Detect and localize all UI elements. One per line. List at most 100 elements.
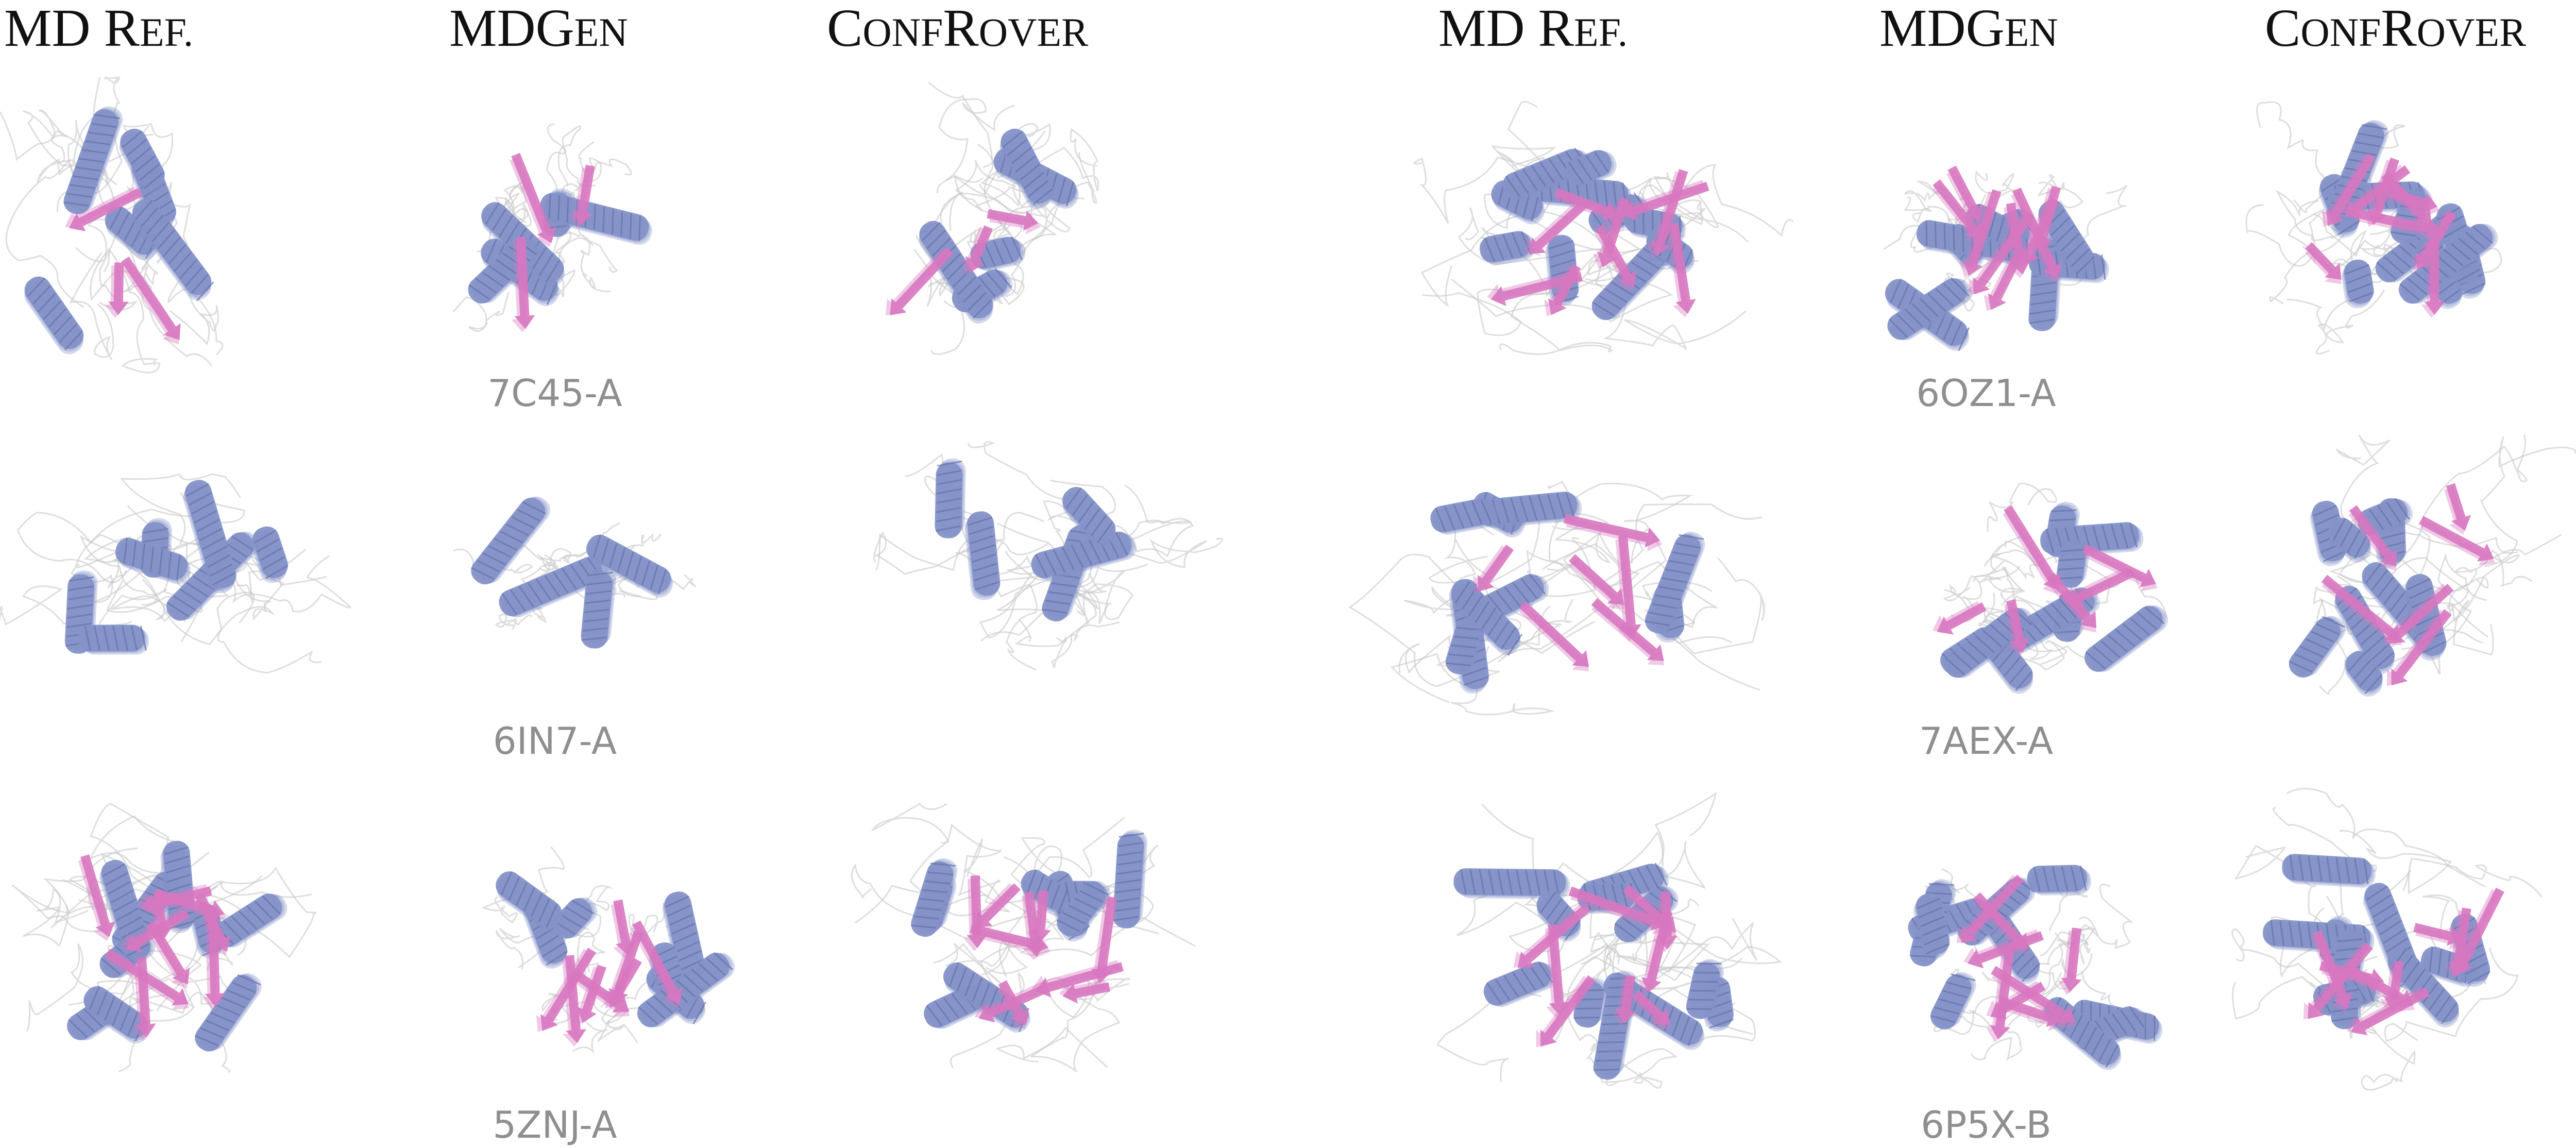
coil-trace — [452, 292, 510, 332]
header-text-smallcaps: EF. — [1573, 10, 1628, 55]
label-7aex-a: 7AEX-A — [1919, 719, 2053, 763]
coil-trace — [873, 531, 1049, 575]
header-text: MD R — [1438, 0, 1574, 58]
protein-ensemble-image — [851, 803, 1196, 1073]
beta-strand-shape — [121, 908, 190, 952]
coil-trace — [1943, 566, 2024, 615]
coil-trace — [1499, 292, 1613, 355]
beta-strand-shape — [1932, 179, 1982, 244]
beta-strand-shape — [2419, 516, 2496, 566]
coil-trace — [94, 76, 123, 194]
beta-strand-shape — [2413, 923, 2465, 950]
header-text: C — [2265, 0, 2301, 58]
helix-shape — [1565, 150, 1617, 187]
coil-trace — [2339, 830, 2452, 902]
beta-strand-shape — [2450, 887, 2504, 976]
protein-ensemble-image — [481, 846, 735, 1054]
helix-shape — [1477, 492, 1582, 529]
beta-strand-shape — [1615, 535, 1641, 642]
coil-trace — [79, 535, 167, 627]
coil-trace — [157, 197, 224, 356]
coil-trace — [1032, 128, 1099, 191]
beta-strand-shape — [562, 955, 586, 1047]
structure-render-md-4 — [1413, 100, 1794, 355]
helix-shape — [1483, 961, 1557, 1007]
coil-trace — [113, 525, 327, 606]
helix-shape — [2328, 518, 2371, 563]
helix-shape — [78, 624, 149, 655]
helix-shape — [539, 193, 652, 245]
coil-trace — [1970, 1010, 2022, 1060]
beta-strand-shape — [631, 920, 683, 1008]
helix-shape — [1984, 633, 2033, 694]
beta-strand-shape — [604, 930, 643, 1006]
beta-strand-shape — [1612, 975, 1636, 1026]
beta-strand-shape — [2411, 210, 2457, 271]
helix-shape — [2345, 651, 2383, 697]
coil-trace — [75, 218, 138, 311]
beta-strand-shape — [2303, 942, 2374, 1020]
header-right-md-ref: MD REF. — [1438, 0, 1628, 57]
beta-strand-shape — [611, 899, 636, 959]
helix-shape — [2084, 605, 2168, 672]
helix-shape — [471, 496, 551, 585]
coil-trace — [546, 123, 575, 204]
beta-strand-shape — [2387, 188, 2440, 217]
beta-strand-shape — [2421, 240, 2445, 318]
coil-trace — [995, 983, 1097, 1062]
coil-trace — [22, 888, 89, 948]
beta-strand-shape — [987, 209, 1041, 235]
helix-shape — [1445, 618, 1485, 675]
helix-shape — [586, 534, 673, 598]
helix-shape — [911, 858, 958, 937]
beta-strand-shape — [1956, 874, 2024, 943]
header-right-mdgen: MDGEN — [1879, 0, 2058, 57]
structure-render-conf-12 — [2236, 402, 2576, 721]
helix-shape — [2056, 538, 2090, 588]
beta-strand-shape — [2058, 927, 2082, 995]
beta-strand-shape — [1617, 180, 1709, 221]
header-text: MD R — [4, 0, 140, 58]
coil-trace — [1043, 479, 1116, 556]
beta-strand-shape — [1623, 884, 1676, 937]
beta-strand-shape — [1519, 601, 1589, 671]
helix-shape — [496, 871, 564, 932]
protein-ensemble-image — [1348, 480, 1765, 716]
beta-strand-shape — [2016, 197, 2059, 267]
protein-ensemble-image — [2245, 101, 2503, 355]
beta-strand-shape — [2321, 575, 2402, 646]
coil-trace — [2316, 289, 2385, 355]
structure-render-md-16 — [1432, 791, 1793, 1089]
helix-shape — [935, 458, 966, 538]
structure-render-mdgen-5 — [1865, 103, 2133, 351]
beta-strand-shape — [1568, 886, 1669, 935]
beta-strand-shape — [105, 949, 190, 1010]
coil-trace — [557, 125, 596, 187]
protein-ensemble-image — [452, 496, 696, 649]
beta-strand-shape — [573, 965, 606, 1025]
structure-render-md-10 — [1348, 433, 1765, 716]
helix-shape — [919, 221, 993, 324]
coil-trace — [0, 585, 89, 639]
beta-strand-shape — [1513, 903, 1591, 968]
coil-trace — [2057, 924, 2098, 965]
header-text-smallcaps: OVER — [978, 10, 1089, 55]
coil-trace — [628, 902, 666, 942]
label-6in7-a: 6IN7-A — [493, 719, 617, 763]
coil-trace — [855, 885, 1010, 924]
helix-shape — [251, 526, 289, 583]
beta-strand-shape — [1647, 169, 1688, 258]
coil-trace — [1640, 164, 1794, 238]
protein-ensemble-image — [0, 76, 224, 374]
helix-shape — [1112, 830, 1148, 928]
beta-strand-shape — [2347, 986, 2430, 1035]
header-left-md-ref: MD REF. — [4, 0, 193, 57]
helix-shape — [183, 480, 236, 594]
header-right-confrover: CONFROVER — [2265, 0, 2526, 57]
beta-strand-shape — [1021, 891, 1046, 960]
coil-trace — [992, 541, 1038, 671]
coil-trace — [216, 592, 322, 674]
coil-trace — [1586, 1014, 1678, 1087]
beta-strand-shape — [963, 875, 988, 952]
structure-render-conf-3 — [850, 81, 1099, 356]
